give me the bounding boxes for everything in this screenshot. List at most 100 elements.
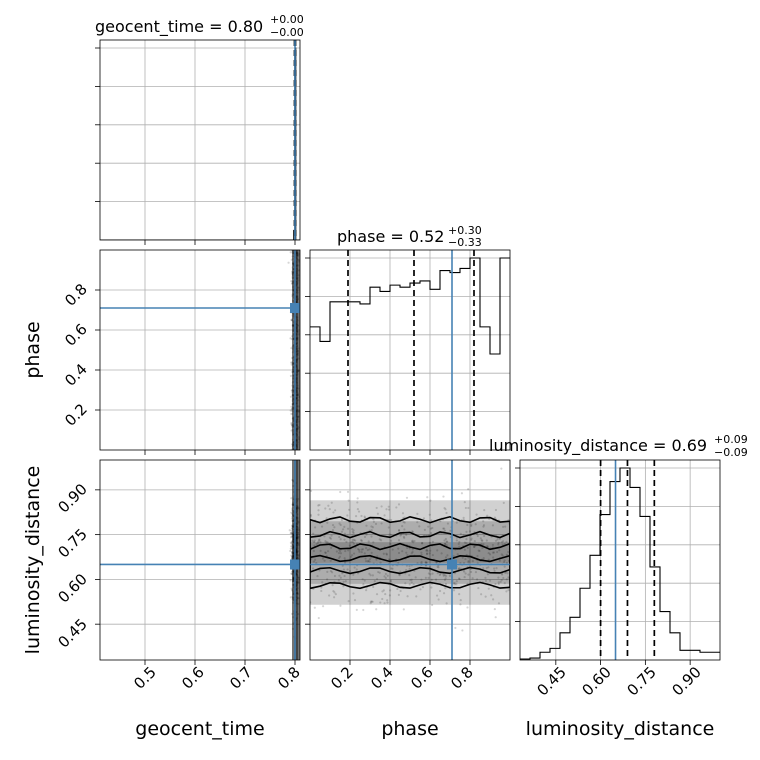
sample-point: [349, 555, 353, 558]
sample-point: [410, 540, 414, 543]
sample-point: [372, 520, 375, 523]
sample-point: [458, 540, 461, 544]
sample-point: [400, 533, 403, 536]
sample-point: [333, 526, 336, 529]
sample-point: [371, 600, 374, 603]
sample-point: [317, 540, 320, 543]
sample-point: [319, 549, 322, 552]
sample-point: [429, 573, 432, 576]
sample-point: [502, 501, 505, 504]
y-tick-ld-0.90: 0.90: [54, 480, 90, 516]
sample-point: [352, 573, 355, 576]
sample-point: [420, 578, 423, 581]
sample-point: [486, 514, 489, 517]
sample-point: [472, 545, 476, 549]
sample-point: [318, 503, 321, 507]
x-axis-label-luminosity-distance: luminosity_distance: [526, 718, 715, 740]
sample-point: [339, 604, 342, 607]
density-band: [292, 250, 300, 450]
y-tick-ld-0.75: 0.75: [54, 525, 90, 561]
panel-geocent_time-phase: [95, 249, 301, 455]
sample-point: [320, 589, 323, 593]
sample-point: [495, 550, 499, 554]
sample-point: [443, 573, 446, 577]
sample-point: [457, 577, 461, 580]
sample-point: [471, 560, 474, 563]
sample-point: [480, 539, 483, 542]
sample-point: [351, 540, 354, 544]
sample-point: [341, 572, 344, 575]
sample-point: [405, 533, 408, 536]
sample-point: [420, 553, 423, 556]
sample-point: [411, 530, 414, 533]
panel-frame: [309, 459, 511, 661]
sample-point: [321, 581, 324, 584]
sample-point: [312, 560, 316, 563]
sample-point: [290, 412, 293, 416]
sample-point: [397, 551, 401, 555]
sample-point: [375, 608, 378, 611]
sample-point: [343, 557, 346, 560]
sample-point: [289, 374, 293, 378]
sample-point: [498, 549, 501, 552]
sample-point: [337, 551, 341, 555]
sample-point: [377, 570, 380, 574]
sample-point: [470, 524, 473, 528]
sample-point: [397, 539, 401, 542]
sample-point: [353, 599, 357, 602]
sample-point: [475, 578, 479, 581]
sample-point: [463, 570, 466, 573]
sample-point: [398, 574, 401, 577]
title-geocent-time: geocent_time = 0.80: [95, 17, 263, 37]
sample-point: [348, 508, 351, 511]
sample-point: [332, 589, 335, 593]
sample-point: [360, 539, 363, 542]
sample-point: [386, 574, 389, 577]
sample-point: [397, 561, 400, 564]
sample-point: [328, 594, 331, 597]
sample-point: [482, 524, 486, 527]
sample-point: [474, 523, 477, 526]
sample-point: [424, 561, 428, 564]
sample-point: [499, 580, 502, 583]
sample-point: [482, 567, 485, 570]
sample-point: [502, 560, 506, 564]
sample-point: [340, 518, 344, 522]
sample-point: [458, 566, 461, 569]
sample-point: [339, 538, 342, 541]
sample-point: [290, 318, 293, 322]
sample-point: [397, 547, 400, 550]
sample-point: [428, 513, 431, 516]
sample-point: [356, 501, 359, 504]
sample-point: [334, 593, 337, 596]
sample-point: [289, 337, 292, 340]
sample-point: [329, 559, 332, 562]
sample-point: [368, 548, 371, 551]
sample-point: [402, 608, 405, 611]
sample-point: [382, 589, 385, 592]
title-luminosity-distance: luminosity_distance = 0.69: [489, 436, 707, 456]
sample-point: [502, 576, 505, 580]
sample-point: [363, 579, 366, 582]
sample-point: [329, 569, 332, 573]
y-tick-ld-0.45: 0.45: [54, 615, 90, 651]
sample-point: [406, 595, 409, 598]
sample-point: [505, 553, 508, 556]
sample-point: [338, 555, 342, 558]
sample-point: [399, 589, 402, 593]
x-tick-geocent-0.8: 0.8: [274, 663, 304, 693]
sample-point: [312, 532, 315, 535]
truth-marker: [447, 559, 457, 570]
sample-point: [403, 536, 406, 539]
sample-point: [318, 539, 321, 542]
sample-point: [352, 531, 355, 535]
sample-point: [414, 576, 417, 579]
sample-point: [289, 541, 293, 544]
sample-point: [344, 549, 347, 553]
sample-point: [342, 568, 345, 571]
sample-point: [320, 525, 324, 528]
sample-point: [445, 543, 448, 547]
sample-point: [467, 561, 470, 564]
sample-point: [406, 546, 409, 550]
sample-point: [491, 524, 495, 527]
